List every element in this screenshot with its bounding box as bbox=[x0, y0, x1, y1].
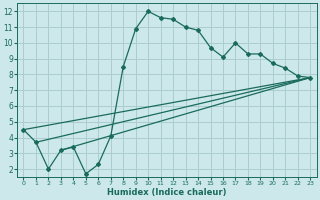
X-axis label: Humidex (Indice chaleur): Humidex (Indice chaleur) bbox=[107, 188, 227, 197]
